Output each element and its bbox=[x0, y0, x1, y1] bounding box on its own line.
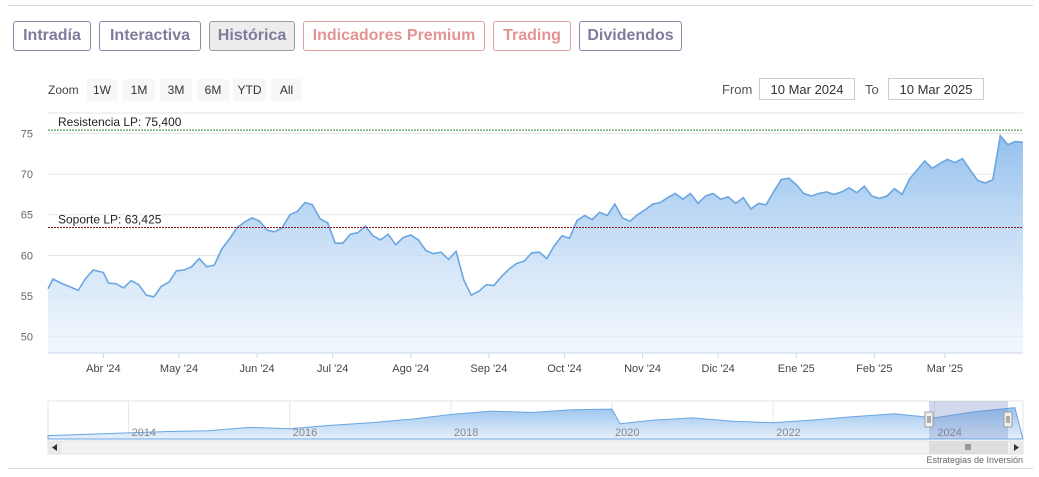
tab-intradia[interactable]: Intradía bbox=[13, 21, 91, 51]
zoom-3m-button[interactable]: 3M bbox=[160, 79, 192, 101]
navigator-area bbox=[47, 407, 1024, 440]
zoom-1w-button[interactable]: 1W bbox=[87, 79, 117, 101]
x-tick-label: Jul '24 bbox=[317, 363, 348, 375]
x-tick-label: Abr '24 bbox=[86, 363, 121, 375]
tab-historica[interactable]: Histórica bbox=[209, 21, 295, 51]
navigator-year-label: 2018 bbox=[454, 427, 478, 439]
bottom-divider bbox=[8, 468, 1033, 469]
y-tick-label: 75 bbox=[21, 128, 33, 140]
arrow-right-icon bbox=[1014, 444, 1019, 451]
navigator-handle-left[interactable] bbox=[924, 411, 934, 428]
from-date-input[interactable] bbox=[759, 78, 855, 100]
y-tick-label: 70 bbox=[21, 169, 33, 181]
x-tick-label: Mar '25 bbox=[927, 363, 963, 375]
x-tick-label: Sep '24 bbox=[470, 363, 507, 375]
top-divider bbox=[8, 5, 1033, 6]
to-label: To bbox=[865, 82, 879, 97]
navigator-handle-right[interactable] bbox=[1003, 411, 1013, 428]
zoom-1m-button[interactable]: 1M bbox=[123, 79, 155, 101]
navigator-year-label: 2024 bbox=[937, 427, 961, 439]
navigator-year-label: 2016 bbox=[293, 427, 317, 439]
watermark: Estrategias de Inversión bbox=[926, 455, 1023, 465]
zoom-6m-button[interactable]: 6M bbox=[197, 79, 229, 101]
support-label: Soporte LP: 63,425 bbox=[58, 213, 162, 227]
x-tick-label: May '24 bbox=[160, 363, 198, 375]
navigator-year-label: 2022 bbox=[776, 427, 800, 439]
x-tick-label: Dic '24 bbox=[702, 363, 735, 375]
navigator-selection[interactable] bbox=[929, 401, 1008, 439]
zoom-ytd-button[interactable]: YTD bbox=[233, 79, 266, 101]
navigator-year-label: 2014 bbox=[132, 427, 156, 439]
tab-dividendos[interactable]: Dividendos bbox=[579, 21, 682, 51]
navigator-year-label: 2020 bbox=[615, 427, 639, 439]
y-tick-label: 65 bbox=[21, 210, 33, 222]
tab-indicadores-premium[interactable]: Indicadores Premium bbox=[303, 21, 485, 51]
arrow-left-icon bbox=[52, 444, 57, 451]
zoom-all-button[interactable]: All bbox=[271, 79, 302, 101]
tab-interactiva[interactable]: Interactiva bbox=[99, 21, 201, 51]
x-tick-label: Ene '25 bbox=[778, 363, 815, 375]
resistance-label: Resistencia LP: 75,400 bbox=[58, 115, 182, 129]
y-tick-label: 50 bbox=[21, 332, 33, 344]
x-tick-label: Ago '24 bbox=[392, 363, 429, 375]
y-tick-label: 60 bbox=[21, 250, 33, 262]
from-label: From bbox=[722, 82, 753, 97]
price-area bbox=[48, 135, 1023, 353]
x-tick-label: Oct '24 bbox=[547, 363, 582, 375]
price-line bbox=[47, 133, 1024, 298]
x-tick-label: Feb '25 bbox=[856, 363, 892, 375]
x-tick-label: Nov '24 bbox=[624, 363, 661, 375]
tab-trading[interactable]: Trading bbox=[493, 21, 571, 51]
y-tick-label: 55 bbox=[21, 291, 33, 303]
x-tick-label: Jun '24 bbox=[240, 363, 275, 375]
scrollbar-track[interactable] bbox=[47, 440, 1024, 455]
zoom-label: Zoom bbox=[48, 83, 79, 97]
to-date-input[interactable] bbox=[888, 78, 984, 100]
